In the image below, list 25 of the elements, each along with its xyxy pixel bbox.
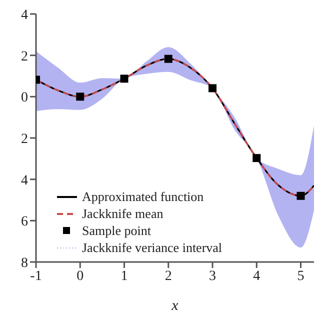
legend-label: Jackknife mean xyxy=(82,205,164,222)
x-tick-label: 0 xyxy=(76,268,84,284)
point xyxy=(76,92,84,101)
y-tick-label: 0 xyxy=(21,90,28,106)
x-axis-title: x xyxy=(170,298,179,314)
x-tick-label: 1 xyxy=(120,268,128,284)
point xyxy=(208,84,217,92)
x-tick-label: 3 xyxy=(209,268,216,284)
x-tick-label: 2 xyxy=(164,268,172,284)
y-tick-label: 2 xyxy=(21,49,28,64)
legend-label: Sample point xyxy=(82,222,151,239)
y-tick-label: 6 xyxy=(21,214,28,230)
x-tick-label: -1 xyxy=(30,268,42,284)
y-tick-label: 8 xyxy=(21,256,28,271)
x-tick-label: 4 xyxy=(253,268,260,284)
point xyxy=(164,54,172,63)
point xyxy=(296,192,305,200)
legend-label: Approximated function xyxy=(82,188,204,205)
y-tick-label: 2 xyxy=(21,132,28,147)
point xyxy=(252,154,261,162)
point xyxy=(120,74,128,83)
x-tick-label: 5 xyxy=(297,268,304,284)
y-tick-label: 4 xyxy=(21,173,28,188)
y-tick-label: 4 xyxy=(21,8,28,23)
legend-label: Jackknife veriance interval xyxy=(82,239,222,256)
